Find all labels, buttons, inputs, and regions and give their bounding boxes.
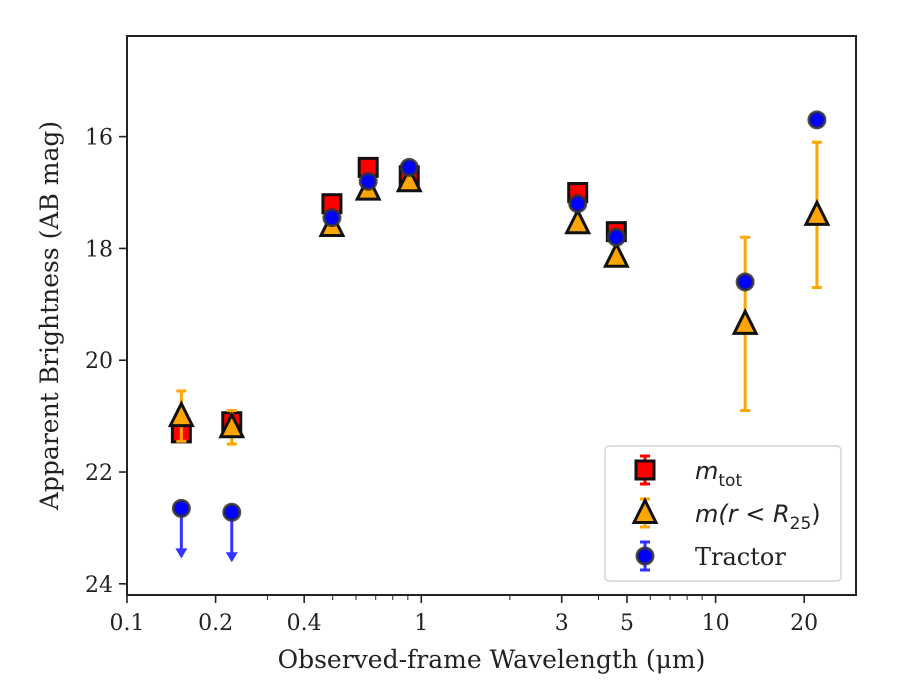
- data-point: [606, 227, 626, 247]
- legend-entry: Tractor: [635, 540, 786, 572]
- data-point: [807, 110, 827, 130]
- legend-label-main: m: [695, 457, 718, 485]
- data-point: [222, 502, 242, 522]
- plot-area-frame: [126, 35, 857, 596]
- x-tick-label: 0.1: [110, 611, 145, 636]
- legend-box: [604, 445, 842, 582]
- legend-label: Tractor: [695, 543, 786, 571]
- upper-limit-arrow-head: [175, 548, 188, 559]
- legend-label-sub: tot: [718, 471, 742, 491]
- data-point: [399, 157, 419, 177]
- y-tick-label: 20: [85, 349, 113, 374]
- y-tick-label: 18: [85, 237, 113, 262]
- data-point: [735, 272, 755, 292]
- legend-label-main: m(r < R: [695, 500, 790, 528]
- data-point: [602, 240, 630, 268]
- legend-marker: [634, 459, 656, 481]
- x-tick-label: 5: [620, 611, 634, 636]
- legend-label-sub: 25: [790, 514, 812, 534]
- series-circle: [171, 110, 827, 563]
- upper-limit-arrow-head: [225, 552, 238, 563]
- legend-marker: [631, 497, 659, 524]
- y-axis-label: Apparent Brightness (AB mag): [35, 121, 64, 511]
- legend-label-main: Tractor: [695, 543, 786, 571]
- x-tick-label: 20: [790, 611, 818, 636]
- legend: mtot m(r < R25) Tractor: [604, 445, 842, 582]
- x-tick-label: 1: [414, 611, 428, 636]
- legend-label-tail: ): [811, 500, 820, 528]
- x-tick-label: 10: [702, 611, 730, 636]
- y-tick-label: 24: [85, 573, 113, 598]
- axis-ticks: 0.1 0.2 0.4 1 3 5 10 20 16 18 20 22 24: [85, 126, 818, 636]
- x-tick-label: 0.2: [198, 611, 233, 636]
- data-point: [731, 307, 759, 335]
- x-tick-label: 0.4: [287, 611, 322, 636]
- y-tick-label: 16: [85, 126, 113, 151]
- legend-entry: mtot: [634, 454, 742, 491]
- x-axis-label: Observed-frame Wavelength (μm): [278, 645, 706, 674]
- data-point: [395, 165, 423, 193]
- y-tick-label: 22: [85, 461, 113, 486]
- data-point: [167, 400, 195, 428]
- legend-entry: m(r < R25): [631, 497, 821, 534]
- data-point: [564, 207, 592, 235]
- data-point: [218, 411, 246, 439]
- data-point: [803, 198, 831, 226]
- data-point: [171, 498, 191, 518]
- data-point: [568, 194, 588, 214]
- data-point: [358, 171, 378, 191]
- x-tick-label: 3: [555, 611, 569, 636]
- legend-label: m(r < R25): [695, 500, 821, 534]
- legend-marker: [635, 546, 655, 566]
- legend-label: mtot: [695, 457, 742, 491]
- data-marks: [167, 110, 831, 563]
- data-point: [322, 208, 342, 228]
